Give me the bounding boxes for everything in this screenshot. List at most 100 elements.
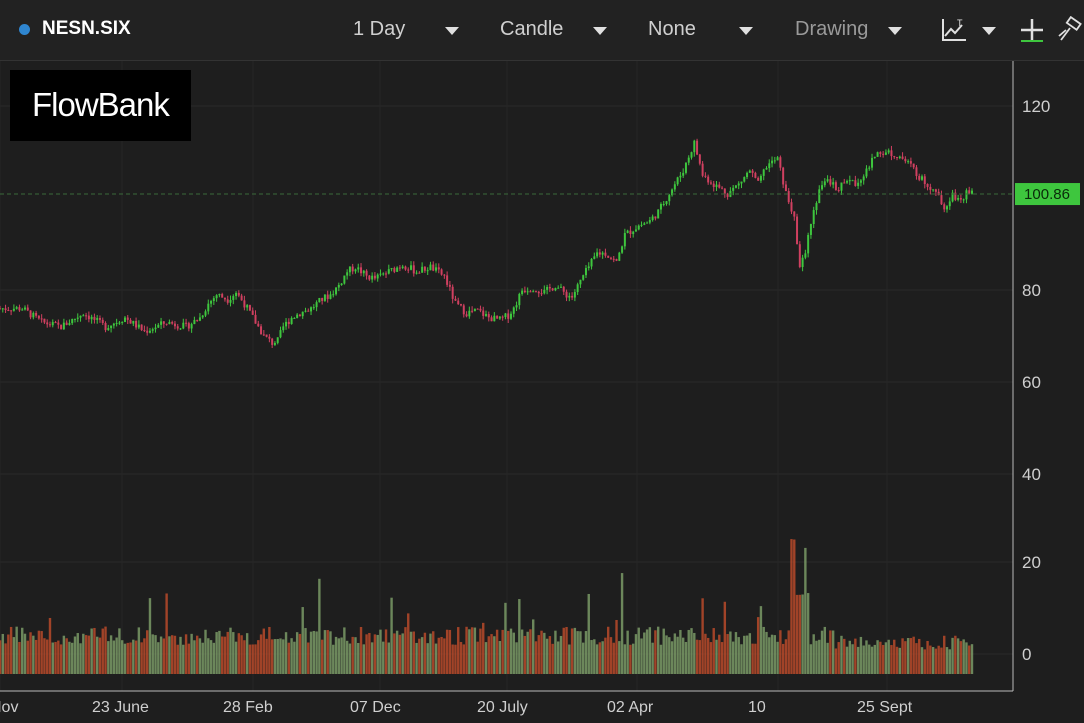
volume-bar <box>948 649 951 674</box>
volume-bar <box>193 640 196 674</box>
candle-body <box>946 206 949 210</box>
candle-body <box>518 293 521 306</box>
candle-body <box>210 300 213 304</box>
volume-bar <box>681 637 685 674</box>
candle-body <box>493 315 496 322</box>
candle-body <box>809 224 812 235</box>
volume-bar <box>334 636 338 674</box>
study-dropdown[interactable]: None <box>648 18 696 41</box>
volume-bar <box>34 639 38 674</box>
candle-body <box>410 265 413 270</box>
volume-bar <box>118 628 121 674</box>
volume-bar <box>254 644 257 674</box>
candle-body <box>612 258 615 260</box>
chevron-down-icon[interactable] <box>982 27 996 35</box>
volume-bar <box>51 642 54 674</box>
crosshair-plus-icon[interactable] <box>1018 16 1046 44</box>
candle-body <box>746 172 749 178</box>
candle-body <box>929 186 932 190</box>
candle-body <box>43 318 46 323</box>
candle-body <box>684 162 687 173</box>
volume-bar <box>132 639 135 674</box>
volume-bar <box>912 636 915 674</box>
candle-body <box>198 317 201 321</box>
volume-bar <box>168 636 171 674</box>
candle-body <box>576 284 579 293</box>
candle-body <box>618 252 621 261</box>
volume-bar <box>457 627 460 674</box>
candle-body <box>193 319 196 325</box>
symbol-selector[interactable]: NESN.SIX <box>19 18 131 40</box>
volume-bar <box>29 632 32 674</box>
chart-area[interactable]: 120 80 60 40 20 0 Nov 23 June 28 Feb 07 Dec 20 Ju… <box>0 61 1084 718</box>
volume-bar <box>970 644 974 674</box>
volume-bar <box>73 636 77 674</box>
volume-bar <box>684 641 688 674</box>
volume-bar <box>620 573 624 674</box>
volume-bar <box>304 628 307 674</box>
candle-body <box>632 231 635 235</box>
volume-bar <box>965 642 968 674</box>
volume-bar <box>98 637 102 674</box>
volume-bar <box>434 643 438 674</box>
candle-body <box>954 192 957 200</box>
volume-bar <box>384 629 388 674</box>
drawing-chevron-down-icon[interactable] <box>888 27 902 35</box>
candle-body <box>757 177 760 181</box>
price-axis[interactable]: 120 80 60 40 20 0 <box>1022 97 1050 664</box>
interval-dropdown[interactable]: 1 Day <box>353 18 405 41</box>
volume-bar <box>265 638 268 674</box>
volume-bar <box>693 632 696 674</box>
volume-bar <box>232 632 235 674</box>
candle-body <box>426 270 429 272</box>
candle-body <box>387 269 390 274</box>
candle-body <box>115 322 118 324</box>
volume-bar <box>865 640 868 674</box>
candle-body <box>329 294 332 299</box>
volume-bar <box>368 632 371 674</box>
volume-bar <box>57 640 60 674</box>
volume-bar <box>282 639 285 674</box>
volume-bar <box>887 639 890 674</box>
candle-body <box>634 229 637 232</box>
chart-style-chevron-down-icon[interactable] <box>593 27 607 35</box>
candle-body <box>546 287 549 290</box>
hammer-icon[interactable] <box>1058 16 1084 44</box>
price-volume-chart[interactable]: 120 80 60 40 20 0 Nov 23 June 28 Feb 07 Dec 20 Ju… <box>0 61 1084 718</box>
candle-body <box>815 203 818 211</box>
study-chevron-down-icon[interactable] <box>739 27 753 35</box>
volume-bar <box>459 641 463 674</box>
candle-body <box>18 307 21 311</box>
candle-body <box>176 326 179 329</box>
candle-body <box>7 309 10 311</box>
volume-bar <box>893 639 896 674</box>
candle-body <box>248 305 251 311</box>
volume-bar <box>484 642 488 674</box>
candle-body <box>407 269 410 271</box>
candle-body <box>65 322 68 325</box>
candle-body <box>282 326 285 331</box>
candle-body <box>465 314 468 317</box>
volume-bar <box>687 629 690 674</box>
candle-body <box>482 310 485 316</box>
volume-bar <box>784 639 788 674</box>
volume-bar <box>312 630 316 674</box>
candle-body <box>85 315 88 317</box>
volume-bar <box>570 628 574 674</box>
chart-style-dropdown[interactable]: Candle <box>500 18 563 41</box>
drawing-dropdown[interactable]: Drawing <box>795 18 868 41</box>
volume-bar <box>301 607 304 674</box>
interval-chevron-down-icon[interactable] <box>445 27 459 35</box>
candle-body <box>523 290 526 293</box>
time-axis[interactable]: Nov 23 June 28 Feb 07 Dec 20 July 02 Apr 10 25 … <box>0 699 913 716</box>
candle-body <box>107 328 110 331</box>
chart-type-icon[interactable]: T <box>940 16 968 44</box>
candle-body <box>893 156 896 158</box>
candle-body <box>396 267 399 272</box>
candle-body <box>779 157 782 168</box>
volume-bar <box>115 637 118 674</box>
volume-bar <box>562 627 565 674</box>
volume-bar <box>820 630 824 674</box>
volume-bar <box>706 637 710 674</box>
volume-bar <box>23 633 27 674</box>
